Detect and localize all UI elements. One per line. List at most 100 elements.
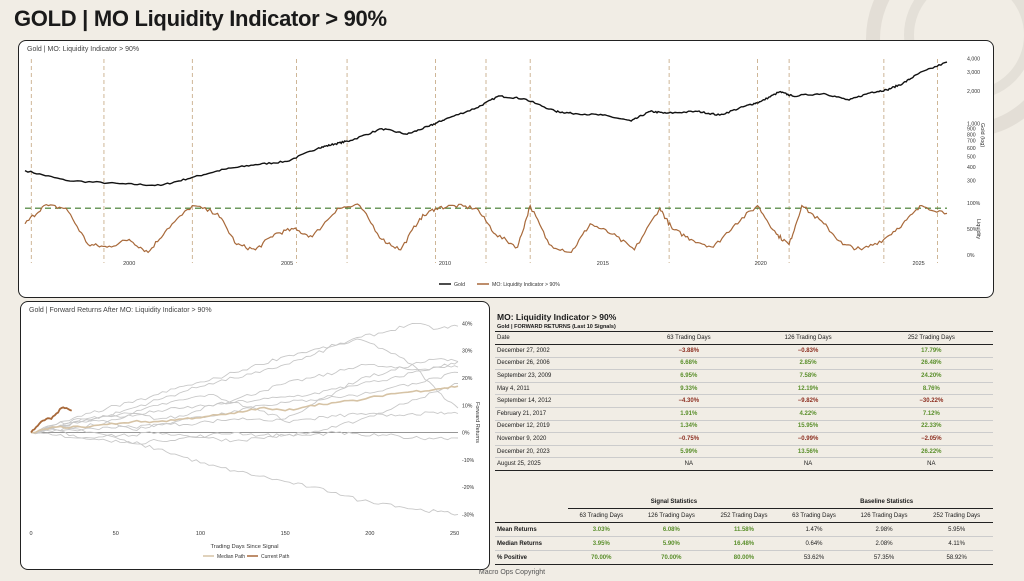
stats-row: % Positive 70.00% 70.00% 80.00% 53.62% 57.35%… bbox=[495, 550, 993, 565]
signal-stat-cell: 70.00% bbox=[635, 550, 708, 565]
stats-col: 63 Trading Days bbox=[780, 508, 848, 523]
col-date: Date bbox=[495, 331, 632, 345]
table-title: MO: Liquidity Indicator > 90% bbox=[497, 312, 617, 322]
baseline-stat-cell: 0.64% bbox=[780, 536, 848, 551]
return-cell: NA bbox=[869, 457, 993, 471]
return-cell: 9.33% bbox=[631, 382, 747, 396]
return-cell: −0.99% bbox=[746, 432, 870, 446]
table-row: December 12, 2019 1.34% 15.95% 22.33% bbox=[495, 420, 993, 434]
gold-y-tick-label: 3,000 bbox=[967, 70, 980, 76]
signal-stat-cell: 3.95% bbox=[567, 536, 636, 551]
signal-date-cell: December 26, 2006 bbox=[495, 357, 632, 371]
y-tick-label: 40% bbox=[462, 321, 473, 327]
legend-current-label: Current Path bbox=[261, 554, 290, 560]
return-cell: 2.85% bbox=[746, 357, 870, 371]
signal-stat-cell: 80.00% bbox=[707, 550, 781, 565]
return-cell: 15.95% bbox=[746, 420, 870, 434]
stats-corner bbox=[495, 495, 568, 509]
liquidity-y-tick-label: 100% bbox=[967, 201, 981, 207]
baseline-stat-cell: 2.98% bbox=[847, 522, 921, 537]
return-cell: 26.48% bbox=[869, 357, 993, 371]
signal-date-cell: September 14, 2012 bbox=[495, 394, 632, 408]
col-252d: 252 Trading Days bbox=[869, 331, 993, 345]
stats-col: 126 Trading Days bbox=[847, 508, 921, 523]
gold-price-series bbox=[24, 61, 948, 187]
forward-returns-chart: -30% -20% -10% 0% 10% 20% 30% 40% Forward Return… bbox=[29, 321, 480, 560]
signal-date-cell: December 12, 2019 bbox=[495, 420, 632, 434]
baseline-stat-cell: 1.47% bbox=[780, 522, 848, 537]
x-tick-label: 50 bbox=[113, 531, 119, 537]
return-cell: 4.22% bbox=[746, 407, 870, 421]
gold-y-tick-label: 900 bbox=[967, 127, 976, 133]
return-cell: 12.19% bbox=[746, 382, 870, 396]
table-row: February 21, 2017 1.91% 4.22% 7.12% bbox=[495, 407, 993, 421]
x-tick-label: 150 bbox=[281, 531, 290, 537]
stats-label: % Positive bbox=[495, 550, 568, 565]
table-row: December 20, 2023 5.99% 13.56% 26.22% bbox=[495, 445, 993, 459]
stats-col: 126 Trading Days bbox=[635, 508, 708, 523]
signal-path bbox=[30, 363, 459, 434]
return-cell: 26.22% bbox=[869, 445, 993, 459]
signal-stat-cell: 70.00% bbox=[567, 550, 636, 565]
x-tick-label: 250 bbox=[450, 531, 459, 537]
liquidity-y-tick-label: 50% bbox=[967, 227, 978, 233]
copyright: Macro Ops Copyright bbox=[478, 569, 546, 576]
signal-date-cell: November 9, 2020 bbox=[495, 432, 632, 446]
return-cell: 1.91% bbox=[631, 407, 747, 421]
baseline-stat-cell: 58.92% bbox=[920, 550, 993, 565]
baseline-stat-cell: 57.35% bbox=[847, 550, 921, 565]
baseline-stat-cell: 4.11% bbox=[920, 536, 993, 551]
return-cell: 7.12% bbox=[869, 407, 993, 421]
stats-col: 63 Trading Days bbox=[567, 508, 636, 523]
returns-chart-title: Gold | Forward Returns After MO: Liquidi… bbox=[29, 307, 212, 314]
x-tick-label: 2015 bbox=[597, 261, 609, 267]
table-row: September 14, 2012 −4.30% −9.82% −30.22% bbox=[495, 394, 993, 408]
return-cell: 13.56% bbox=[746, 445, 870, 459]
gold-y-tick-label: 2,000 bbox=[967, 89, 980, 95]
gold-liquidity-chart-panel: Gold | MO: Liquidity Indicator > 90% 300… bbox=[18, 40, 994, 298]
forward-returns-table: Date 63 Trading Days 126 Trading Days 25… bbox=[495, 331, 993, 471]
legend-median-label: Median Path bbox=[217, 554, 245, 560]
page-title: GOLD | MO Liquidity Indicator > 90% bbox=[14, 6, 387, 31]
stats-label-col bbox=[495, 508, 568, 523]
stats-col: 252 Trading Days bbox=[707, 508, 781, 523]
gold-y-tick-label: 700 bbox=[967, 139, 976, 145]
gold-y-tick-label: 500 bbox=[967, 154, 976, 160]
return-cell: 22.33% bbox=[869, 420, 993, 434]
return-cell: 1.34% bbox=[631, 420, 747, 434]
return-cell: 17.79% bbox=[869, 344, 993, 358]
return-cell: −9.82% bbox=[746, 394, 870, 408]
gold-y-tick-label: 400 bbox=[967, 165, 976, 171]
gold-y-tick-label: 1,000 bbox=[967, 122, 980, 128]
gold-y-tick-label: 4,000 bbox=[967, 56, 980, 62]
return-cell: −0.83% bbox=[746, 344, 870, 358]
stats-col: 252 Trading Days bbox=[920, 508, 993, 523]
legend-liquidity-label: MO: Liquidity Indicator > 90% bbox=[492, 282, 560, 288]
return-cell: −3.88% bbox=[631, 344, 747, 358]
current-path bbox=[30, 406, 73, 434]
col-126d: 126 Trading Days bbox=[746, 331, 870, 345]
signal-stat-cell: 3.03% bbox=[567, 522, 636, 537]
table-row: September 23, 2009 6.95% 7.58% 24.20% bbox=[495, 369, 993, 383]
statistics-table: Signal Statistics Baseline Statistics 63… bbox=[495, 495, 993, 565]
signal-path bbox=[30, 323, 459, 433]
return-cell: NA bbox=[746, 457, 870, 471]
baseline-stat-cell: 53.62% bbox=[780, 550, 848, 565]
x-tick-label: 2025 bbox=[912, 261, 924, 267]
table-row: May 4, 2011 9.33% 12.19% 8.76% bbox=[495, 382, 993, 396]
y-axis-label: Forward Returns bbox=[474, 402, 480, 443]
y-tick-label: 0% bbox=[462, 431, 470, 437]
gold-y-tick-label: 600 bbox=[967, 146, 976, 152]
x-tick-label: 2005 bbox=[281, 261, 293, 267]
y-tick-label: -10% bbox=[462, 458, 474, 464]
return-cell: 7.58% bbox=[746, 369, 870, 383]
return-cell: −4.30% bbox=[631, 394, 747, 408]
signal-statistics-header: Signal Statistics bbox=[567, 495, 781, 509]
col-63d: 63 Trading Days bbox=[631, 331, 747, 345]
return-cell: 8.76% bbox=[869, 382, 993, 396]
return-cell: −2.05% bbox=[869, 432, 993, 446]
y-tick-label: -30% bbox=[462, 512, 474, 518]
gold-y-tick-label: 300 bbox=[967, 178, 976, 184]
baseline-stat-cell: 2.08% bbox=[847, 536, 921, 551]
